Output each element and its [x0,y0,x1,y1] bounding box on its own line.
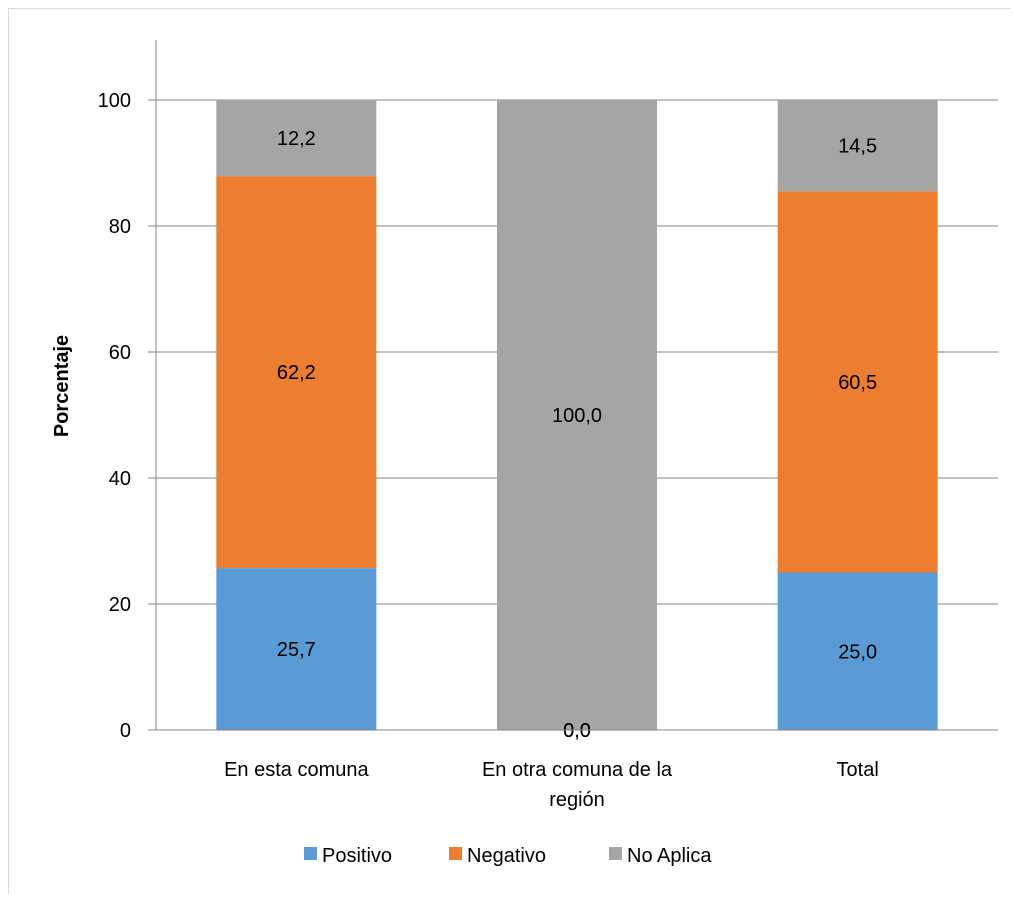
bar-positivo [216,568,377,730]
legend-label: Positivo [322,845,392,867]
y-tick-label: 40 [109,468,131,490]
legend-swatch [609,847,622,860]
legend: Positivo Negativo No Aplica [304,845,712,867]
x-tick-label: En esta comuna [224,759,369,781]
data-label: 12,2 [277,128,316,150]
legend-swatch [449,847,462,860]
y-tick-label: 60 [109,342,131,364]
x-tick-labels: En esta comuna En otra comuna de la región… [224,759,879,811]
bar-positivo [777,572,938,730]
data-label: 100,0 [552,405,602,427]
legend-swatch [304,847,317,860]
axes [148,40,998,731]
data-label: 0,0 [563,720,591,742]
y-tick-labels: 0 20 40 60 80 100 [98,90,131,742]
x-tick-label: En otra comuna de la [482,759,673,781]
x-tick-label: Total [837,759,879,781]
bar-no-aplica [216,99,377,177]
y-tick-label: 20 [109,594,131,616]
y-tick-label: 0 [120,720,131,742]
data-label: 60,5 [838,372,877,394]
chart-frame [8,8,1010,894]
data-label: 0,0 [563,720,591,742]
legend-label: Negativo [467,845,546,867]
y-axis-label: Porcentaje [51,335,73,437]
legend-label: No Aplica [627,845,712,867]
bars [216,99,938,730]
x-tick-label: región [549,789,605,811]
data-label: 14,5 [838,136,877,158]
data-label: 25,0 [838,641,877,663]
y-tick-label: 80 [109,216,131,238]
data-label: 25,7 [277,639,316,661]
bar-no-aplica [777,100,938,192]
y-tick-label: 100 [98,90,131,112]
bar-no-aplica [497,100,657,730]
data-label: 62,2 [277,362,316,384]
bar-negativo [216,176,377,569]
bar-negativo [777,191,938,573]
